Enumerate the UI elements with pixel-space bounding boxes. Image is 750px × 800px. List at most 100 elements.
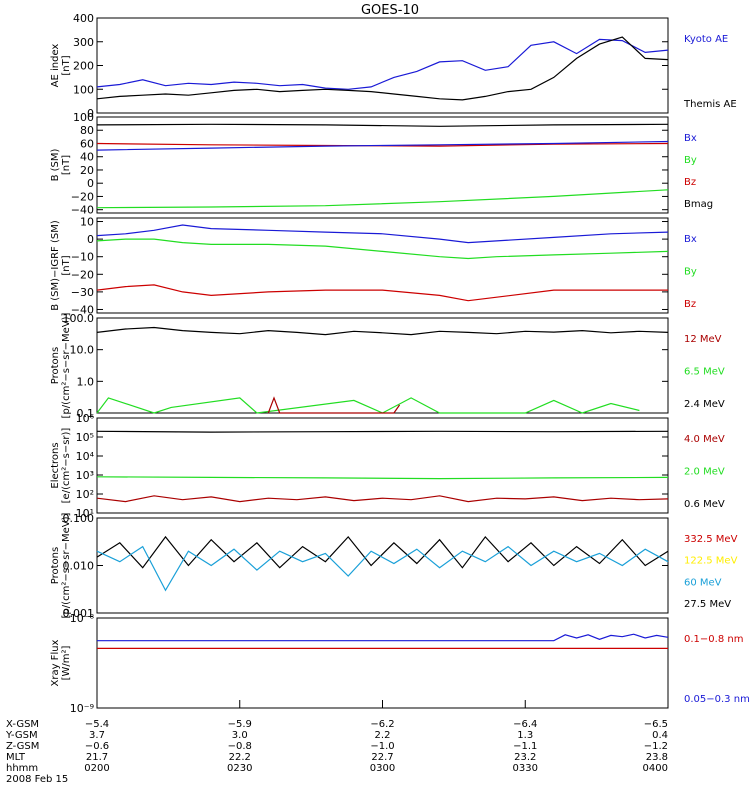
y-axis-label: [nT]	[61, 55, 72, 75]
y-tick-label: −20	[71, 190, 94, 203]
series-line	[96, 238, 669, 260]
y-tick-label: 0	[87, 233, 94, 246]
x-row-label: X-GSM	[6, 719, 39, 730]
legend-entry: 122.5 MeV	[684, 556, 738, 567]
plot-date: 2008 Feb 15	[6, 774, 68, 785]
x-tick-label: 0330	[513, 763, 538, 774]
legend-entry: 60 MeV	[684, 577, 722, 588]
y-tick-label: 80	[80, 124, 94, 137]
series-line	[96, 476, 669, 480]
y-tick-label: 200	[73, 60, 94, 73]
y-axis-label: Xray Flux	[50, 639, 61, 686]
x-tick-label: −6.4	[513, 719, 537, 730]
x-tick-label: 3.7	[89, 730, 105, 741]
y-tick-label: 0.100	[63, 512, 95, 525]
y-tick-label: 10⁶	[76, 412, 95, 425]
y-axis-label: [p/(cm²−s−sr−MeV)]	[61, 512, 72, 618]
x-tick-label: 2.2	[375, 730, 391, 741]
y-tick-label: 0.1	[77, 407, 95, 420]
y-tick-label: −20	[71, 268, 94, 281]
legend-entry: 2.0 MeV	[684, 467, 725, 478]
panel-bigrf: B (SM)−IGRF (SM) [nT] 10 0 −10 −20 −30 −40 Bx By B…	[50, 216, 697, 317]
y-axis-label: [p/(cm²−s−sr−MeV)]	[61, 312, 72, 418]
legend-entry: Bx	[684, 234, 697, 245]
panel-frame	[96, 617, 669, 709]
legend-entry: 2.4 MeV	[684, 399, 725, 410]
panel-ae: AE index [nT] 0 100 200 300 400 Kyoto AE Themis …	[50, 12, 737, 120]
x-tick-label: −1.2	[644, 741, 668, 752]
legend-entry: 0.6 MeV	[684, 499, 725, 510]
series-line	[96, 140, 669, 151]
x-tick-label: 0400	[643, 763, 668, 774]
legend-entry: 0.1−0.8 nm	[684, 634, 743, 645]
x-tick-label: −0.6	[85, 741, 109, 752]
panel-protons2: Protons [p/(cm²−s−sr−MeV)]0.100 0.010 0.001…	[50, 512, 738, 620]
y-tick-label: 0	[87, 107, 94, 120]
series-line	[96, 430, 669, 433]
legend-entry: 332.5 MeV	[684, 534, 738, 545]
series-line	[96, 224, 669, 244]
x-tick-label: 0300	[370, 763, 395, 774]
series-line	[96, 397, 640, 414]
y-tick-label: 300	[73, 36, 94, 49]
x-tick-label: −1.1	[513, 741, 537, 752]
x-tick-label: 21.7	[86, 752, 108, 763]
y-axis-label: Protons	[50, 547, 61, 584]
x-row-label: hhmm	[6, 763, 38, 774]
x-tick-label: −0.8	[228, 741, 252, 752]
y-axis-label: AE index	[50, 44, 61, 88]
series-line	[96, 38, 669, 90]
x-axis-table: X-GSM −5.4 −5.9 −6.2 −6.4 −6.5 Y-GSM 3.7 3.0 2.2 1…	[5, 700, 669, 785]
x-tick-label: 3.0	[232, 730, 248, 741]
y-axis-label: [e/(cm²−s−sr)]	[61, 428, 72, 504]
x-tick-label: 22.2	[229, 752, 251, 763]
legend-entry: Bmag	[684, 199, 713, 210]
x-tick-label: 23.2	[514, 752, 536, 763]
y-axis-label: Protons	[50, 347, 61, 384]
legend-entry: 6.5 MeV	[684, 367, 725, 378]
y-tick-label: 10⁻⁹	[70, 702, 94, 715]
panel-frame	[96, 217, 669, 314]
panel-frame	[96, 417, 669, 514]
y-tick-label: 400	[73, 12, 94, 25]
legend-entry: By	[684, 155, 697, 166]
y-axis-label: [W/m²]	[61, 645, 72, 680]
y-tick-label: 0.001	[63, 607, 95, 620]
y-tick-label: 10³	[76, 469, 94, 482]
panel-frame	[96, 17, 669, 114]
legend-entry: By	[684, 267, 697, 278]
panel-protons1: Protons [p/(cm²−s−sr−MeV)]100.0 10.0 1.0 0.1…	[50, 312, 725, 420]
y-tick-label: 100	[73, 83, 94, 96]
y-tick-label: 0	[87, 177, 94, 190]
series-line	[96, 189, 669, 209]
x-tick-label: −1.0	[370, 741, 394, 752]
series-line	[96, 326, 669, 336]
y-tick-label: −30	[71, 286, 94, 299]
y-axis-label: [nT]	[61, 255, 72, 275]
legend-entry: 0.05−0.3 nm	[684, 694, 750, 705]
y-axis-label: B (SM)	[50, 148, 61, 181]
legend-entry: Bx	[684, 133, 697, 144]
y-tick-label: 100.0	[63, 312, 95, 325]
series-line	[96, 535, 669, 569]
series-line	[97, 633, 669, 642]
series-line	[96, 545, 669, 592]
y-tick-label: 10¹	[76, 507, 94, 520]
series-line	[96, 123, 669, 127]
panel-xray: Xray Flux [W/m²] 10⁻⁸ 10⁻⁹ 0.1−0.8 nm 0.05−0.…	[50, 612, 750, 715]
y-tick-label: 60	[80, 137, 94, 150]
y-tick-label: −40	[71, 204, 94, 217]
x-tick-label: 0230	[227, 763, 252, 774]
y-axis-label: [nT]	[61, 155, 72, 175]
chart-title: GOES-10	[361, 3, 419, 18]
panel-frame	[96, 517, 669, 614]
x-tick-label: −5.9	[228, 719, 252, 730]
x-tick-label: 1.3	[517, 730, 533, 741]
legend-entry: 27.5 MeV	[684, 599, 731, 610]
x-row-label: Z-GSM	[6, 741, 39, 752]
x-tick-label: 22.7	[371, 752, 393, 763]
y-tick-label: 10⁴	[76, 450, 95, 463]
y-tick-label: 10.0	[70, 344, 95, 357]
